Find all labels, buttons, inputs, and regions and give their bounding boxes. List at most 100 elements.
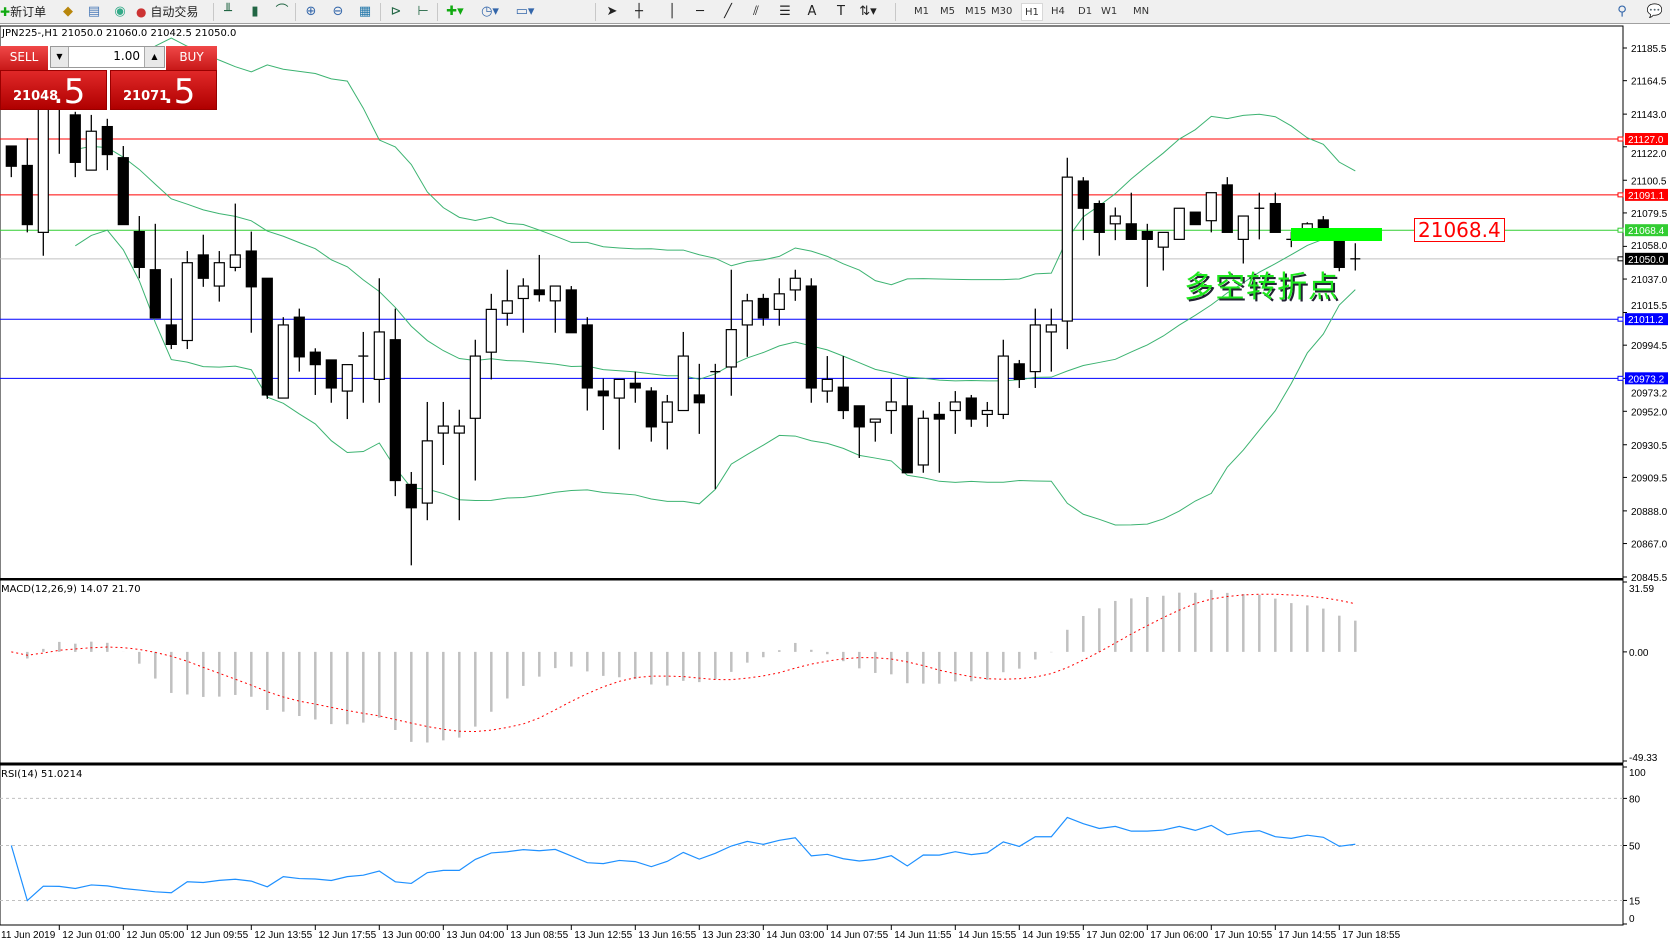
lot-size-field[interactable]: ▼ 1.00 ▲ xyxy=(50,46,165,68)
ask-price[interactable]: 21071.5 xyxy=(110,70,217,112)
timeframe-h4[interactable]: H4 xyxy=(1051,6,1065,17)
timeframe-m15[interactable]: M15 xyxy=(965,6,987,17)
candle-body xyxy=(789,277,801,291)
price-marker-label: 20973.2 xyxy=(1628,374,1665,385)
time-axis-label: 14 Jun 19:55 xyxy=(1022,930,1080,941)
periods-icon[interactable]: ◷▾ xyxy=(481,4,499,19)
chat-icon[interactable]: 💬 xyxy=(1646,4,1664,19)
candle xyxy=(710,363,721,490)
candle-body xyxy=(5,145,17,167)
candle xyxy=(1173,207,1185,240)
zoom-in-icon[interactable]: ⊕ xyxy=(305,4,317,19)
candle-body xyxy=(1045,324,1057,333)
time-axis-label: 13 Jun 08:55 xyxy=(510,930,568,941)
price-axis-label: 20909.5 xyxy=(1631,473,1668,484)
sell-button[interactable]: SELL xyxy=(0,46,48,70)
toolbar: ✚新订单 ◆ ▤ ◉ ● 自动交易 ╨ ▮ ⌒ ⊕ ⊖ ▦ ⊳ ⊢ ✚▾ ◷▾ … xyxy=(0,0,1670,24)
candle-body xyxy=(181,262,193,342)
candle xyxy=(661,394,673,450)
candle-body xyxy=(149,269,161,319)
candle-body xyxy=(469,355,481,419)
navigator-icon[interactable]: ◆ xyxy=(63,4,73,19)
candle-body xyxy=(917,417,929,466)
annotation-price-label[interactable]: 21068.4 xyxy=(1414,218,1505,242)
bollinger-lower-band xyxy=(75,229,1356,526)
candle xyxy=(165,278,177,350)
horizontal-line-icon[interactable]: ─ xyxy=(696,4,704,19)
candle xyxy=(69,111,81,178)
data-window-icon[interactable]: ▤ xyxy=(87,4,101,19)
candlestick-icon[interactable]: ▮ xyxy=(251,4,259,19)
arrows-icon[interactable]: ⇅▾ xyxy=(859,4,877,19)
chart-shift-icon[interactable]: ⊢ xyxy=(417,4,429,19)
chart-area[interactable]: 21185.5 21164.5 21143.0 21122.0 21100.5 21079… xyxy=(0,24,1670,946)
tile-windows-icon[interactable]: ▦ xyxy=(358,4,372,19)
zoom-out-icon[interactable]: ⊖ xyxy=(332,4,344,19)
candle-body xyxy=(533,289,545,296)
timeframe-mn[interactable]: MN xyxy=(1133,6,1150,17)
auto-trading-button[interactable]: ● 自动交易 xyxy=(136,5,199,19)
crosshair-icon[interactable]: ┼ xyxy=(635,4,643,19)
timeframe-w1[interactable]: W1 xyxy=(1101,6,1118,17)
candle-body xyxy=(1173,207,1185,240)
candle xyxy=(853,405,865,458)
candle xyxy=(997,339,1009,420)
lot-decrease-icon[interactable]: ▼ xyxy=(51,47,69,67)
timeframe-h1[interactable]: H1 xyxy=(1021,3,1043,21)
autoscroll-icon[interactable]: ⊳ xyxy=(390,4,402,19)
timeframe-m1[interactable]: M1 xyxy=(914,6,929,17)
price-axis-label: 21185.5 xyxy=(1631,44,1667,55)
bid-price[interactable]: 21048.5 xyxy=(0,70,107,112)
signals-icon[interactable]: ◉ xyxy=(114,4,126,19)
line-chart-icon[interactable]: ⌒ xyxy=(275,4,289,19)
candle xyxy=(421,401,433,521)
annotation-text[interactable]: 多空转折点 xyxy=(1184,270,1339,305)
bar-chart-icon[interactable]: ╨ xyxy=(224,4,232,19)
candle-body xyxy=(69,114,81,163)
candle xyxy=(501,269,513,326)
time-axis-label: 12 Jun 13:55 xyxy=(254,930,312,941)
candle xyxy=(837,356,849,420)
candle xyxy=(533,254,545,302)
cursor-icon[interactable]: ➤ xyxy=(606,4,618,19)
price-marker-handle xyxy=(1617,227,1624,233)
new-order-button[interactable]: ✚新订单 xyxy=(0,5,47,19)
candle xyxy=(293,308,305,372)
candle xyxy=(789,269,801,301)
candle xyxy=(981,401,993,427)
fibonacci-icon[interactable]: ☰ xyxy=(779,4,791,19)
text-label-icon[interactable]: T xyxy=(837,4,845,19)
candle-body xyxy=(661,401,673,423)
templates-icon[interactable]: ▭▾ xyxy=(515,4,535,19)
lot-increase-icon[interactable]: ▲ xyxy=(144,47,164,67)
candle xyxy=(725,269,737,396)
candle xyxy=(1013,359,1025,388)
candle xyxy=(1205,192,1217,233)
search-icon[interactable]: ⚲ xyxy=(1617,4,1627,19)
candle-body xyxy=(853,405,865,428)
timeframe-d1[interactable]: D1 xyxy=(1078,6,1093,17)
candle xyxy=(645,387,657,442)
buy-button[interactable]: BUY xyxy=(166,46,217,70)
time-axis-label: 17 Jun 10:55 xyxy=(1214,930,1272,941)
trendline-icon[interactable]: ╱ xyxy=(724,4,732,19)
candle xyxy=(1109,207,1121,241)
candle xyxy=(229,203,241,272)
candle xyxy=(1141,223,1153,287)
candle-body xyxy=(1093,202,1105,233)
equidistant-channel-icon[interactable]: ⫽ xyxy=(753,4,759,19)
candle-body xyxy=(725,329,737,368)
vertical-line-icon[interactable]: │ xyxy=(668,4,676,19)
candle-body xyxy=(1141,230,1153,240)
text-icon[interactable]: A xyxy=(807,4,817,19)
candle-body xyxy=(645,390,657,428)
timeframe-m30[interactable]: M30 xyxy=(991,6,1013,17)
macd-axis-label: 0.00 xyxy=(1629,648,1649,659)
time-axis-label: 12 Jun 17:55 xyxy=(318,930,376,941)
candle-body xyxy=(437,425,449,434)
indicators-icon[interactable]: ✚▾ xyxy=(446,4,464,19)
timeframe-m5[interactable]: M5 xyxy=(940,6,955,17)
rsi-axis-label: 0 xyxy=(1629,914,1635,925)
candle xyxy=(405,471,417,566)
price-marker-handle xyxy=(1617,316,1624,322)
